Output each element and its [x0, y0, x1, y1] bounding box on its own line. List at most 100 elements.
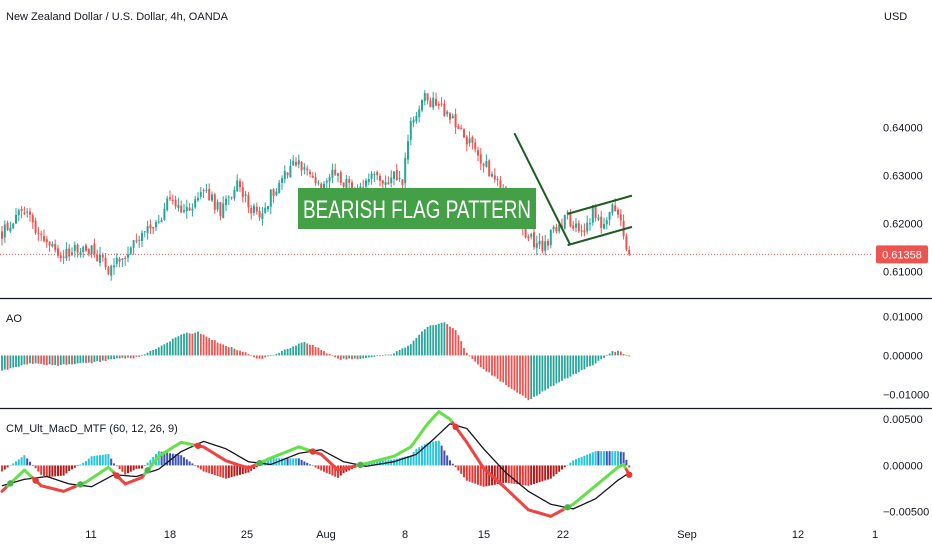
candle-body [409, 121, 412, 140]
candle-body [90, 245, 93, 254]
candle-body [121, 258, 124, 260]
candle-body [429, 100, 432, 108]
ao-bar [250, 355, 253, 356]
macd-histogram-bar [101, 454, 104, 466]
candle-body [569, 212, 572, 227]
macd-histogram-bar [566, 464, 569, 466]
ao-bar [152, 350, 155, 356]
macd-histogram-bar [239, 465, 241, 475]
candle-body [443, 104, 446, 117]
candle-body [272, 189, 275, 197]
ao-bar [76, 355, 79, 364]
candle-body [219, 202, 222, 217]
ao-bar [177, 336, 180, 356]
macd-histogram-bar [202, 465, 205, 472]
macd-histogram-bar [617, 451, 619, 466]
candle-body [250, 207, 253, 214]
ao-bar [309, 344, 311, 356]
ao-bar [171, 338, 174, 356]
ao-bar [205, 336, 208, 356]
candle-body [440, 103, 443, 105]
price-tick-label: 0.62000 [883, 219, 923, 231]
macd-histogram-bar [547, 465, 549, 480]
macd-cross-dot [113, 472, 121, 479]
macd-histogram-bar [412, 452, 415, 466]
candle-body [535, 243, 538, 248]
macd-tick-label: −0.00500 [883, 507, 929, 519]
candle-body [552, 226, 555, 230]
ao-bar [127, 355, 129, 358]
candle-body [491, 174, 493, 177]
macd-histogram-bar [479, 465, 482, 486]
candle-body [241, 187, 244, 197]
candle-body [188, 207, 191, 211]
ao-bar [17, 355, 20, 367]
ao-bar [141, 355, 143, 356]
ao-bar [533, 355, 535, 397]
macd-histogram-bar [197, 465, 199, 468]
candle-body [373, 173, 376, 175]
candle-body [558, 224, 561, 232]
candle-body [107, 267, 110, 275]
candle-body [474, 142, 477, 150]
candle-body [239, 181, 241, 188]
ao-bar [580, 355, 583, 370]
macd-histogram-bar [115, 465, 118, 467]
candle-body [253, 205, 255, 213]
macd-histogram-bar [533, 465, 535, 484]
candle-body [171, 199, 174, 201]
candle-body [132, 240, 135, 248]
ao-bar [73, 355, 76, 365]
macd-histogram-bar [516, 465, 519, 485]
macd-histogram-bar [463, 465, 465, 478]
candle-body [488, 160, 491, 177]
ao-bar [603, 355, 605, 358]
macd-cross-dot [144, 467, 151, 474]
candle-body [93, 243, 96, 255]
candle-body [115, 257, 118, 264]
candle-body [342, 182, 345, 187]
last-price-tag [876, 245, 928, 264]
ao-bar [334, 355, 337, 358]
ao-bar [37, 355, 40, 364]
ao-bar [3, 355, 6, 370]
ao-bar [468, 355, 471, 357]
macd-histogram-bar [194, 465, 197, 467]
macd-histogram-bar [20, 457, 23, 466]
ao-bar [572, 355, 575, 375]
ao-bar [255, 355, 258, 359]
ao-bar [575, 355, 577, 374]
candle-body [628, 250, 631, 255]
candle-body [79, 252, 82, 255]
macd-histogram-bar [314, 465, 317, 468]
macd-histogram-bar [110, 458, 113, 466]
candle-body [124, 257, 127, 259]
candle-body [118, 258, 121, 262]
ao-bar [331, 355, 334, 357]
candle-body [589, 223, 591, 225]
macd-histogram-bar [625, 459, 628, 466]
ao-bar [381, 355, 384, 357]
macd-histogram-bar [376, 461, 379, 466]
candle-body [597, 217, 600, 220]
candle-body [426, 93, 429, 101]
candle-body [314, 176, 317, 183]
candle-body [401, 179, 404, 185]
macd-histogram-bar [62, 465, 65, 476]
ao-bar [82, 355, 85, 363]
ao-bar [247, 354, 250, 356]
macd-histogram-bar [555, 465, 558, 475]
ao-bar [317, 347, 320, 356]
macd-histogram-bar [591, 452, 594, 466]
candle-body [85, 245, 87, 251]
candle-body [71, 252, 73, 256]
candle-body [412, 119, 415, 123]
candle-body [603, 224, 605, 229]
macd-histogram-bar [446, 455, 449, 466]
macd-cross-dot [194, 442, 202, 449]
macd-histogram-bar [594, 451, 597, 466]
macd-histogram-bar [37, 465, 40, 472]
macd-histogram-bar [160, 451, 163, 466]
candle-body [370, 173, 373, 179]
ao-bar [460, 341, 463, 356]
